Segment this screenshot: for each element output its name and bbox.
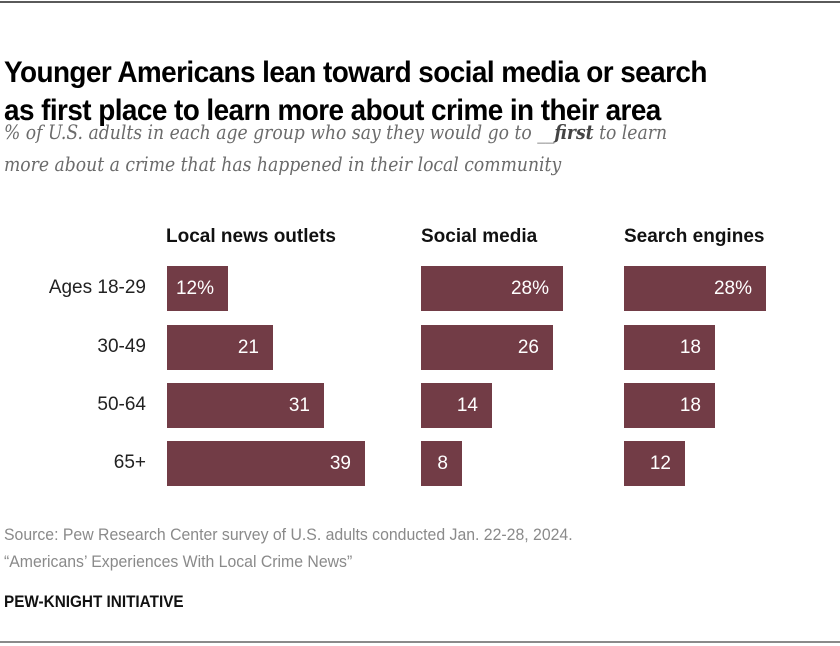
bar-social-media-65 — [421, 441, 462, 486]
bar-local-news-outlets-30-49 — [167, 324, 273, 370]
source-note: Source: Pew Research Center survey of U.… — [4, 521, 573, 575]
bar-label-social-media-50-64: 14 — [456, 395, 478, 416]
bar-label-social-media-ages-18-29: 28% — [510, 278, 549, 299]
column-header-local-news-outlets: Local news outlets — [166, 226, 336, 247]
bar-label-search-engines-50-64: 18 — [679, 395, 701, 416]
bar-search-engines-30-49 — [624, 324, 715, 370]
bar-label-local-news-outlets-ages-18-29: 12% — [175, 278, 214, 299]
bar-label-social-media-65: 8 — [437, 453, 448, 474]
bar-label-search-engines-30-49: 18 — [679, 336, 701, 358]
subtitle-bold: first — [554, 120, 594, 144]
bar-social-media-ages-18-29 — [421, 266, 563, 311]
bar-label-social-media-30-49: 26 — [517, 336, 539, 358]
bar-social-media-30-49 — [421, 324, 553, 370]
source-line-2: “Americans’ Experiences With Local Crime… — [4, 552, 353, 571]
subtitle-line-1: % of U.S. adults in each age group who s… — [4, 116, 723, 148]
title-line-2: as first place to learn more about crime… — [4, 94, 661, 127]
bar-label-local-news-outlets-30-49: 21 — [237, 336, 259, 358]
bar-local-news-outlets-ages-18-29 — [167, 266, 228, 311]
chart-subtitle: % of U.S. adults in each age group who s… — [4, 116, 723, 180]
column-header-social-media: Social media — [421, 226, 538, 247]
bar-label-search-engines-65: 12 — [649, 453, 671, 474]
row-label-50-64: 50-64 — [97, 394, 146, 415]
bar-local-news-outlets-65 — [167, 441, 365, 486]
bar-search-engines-50-64 — [624, 383, 715, 428]
source-line-1: Source: Pew Research Center survey of U.… — [4, 525, 573, 544]
row-label-65: 65+ — [113, 452, 146, 473]
bar-local-news-outlets-50-64 — [167, 383, 324, 428]
bar-search-engines-ages-18-29 — [624, 266, 766, 311]
title-line-1: Younger Americans lean toward social med… — [4, 56, 707, 89]
bar-search-engines-65 — [624, 441, 685, 486]
bar-label-search-engines-ages-18-29: 28% — [713, 278, 752, 299]
bar-label-local-news-outlets-65: 39 — [329, 453, 351, 474]
subtitle-post: to learn — [593, 120, 668, 144]
bar-label-local-news-outlets-50-64: 31 — [288, 395, 310, 416]
bar-social-media-50-64 — [421, 383, 492, 428]
column-header-search-engines: Search engines — [624, 226, 765, 247]
subtitle-pre: % of U.S. adults in each age group who s… — [4, 120, 555, 144]
subtitle-line-2: more about a crime that has happened in … — [4, 152, 562, 176]
bottom-rule — [0, 641, 840, 643]
row-label-30-49: 30-49 — [97, 335, 146, 357]
row-label-ages-18-29: Ages 18-29 — [48, 277, 146, 298]
top-rule — [0, 1, 840, 3]
brand-label: PEW-KNIGHT INITIATIVE — [4, 592, 184, 611]
chart-title: Younger Americans lean toward social med… — [4, 54, 781, 130]
